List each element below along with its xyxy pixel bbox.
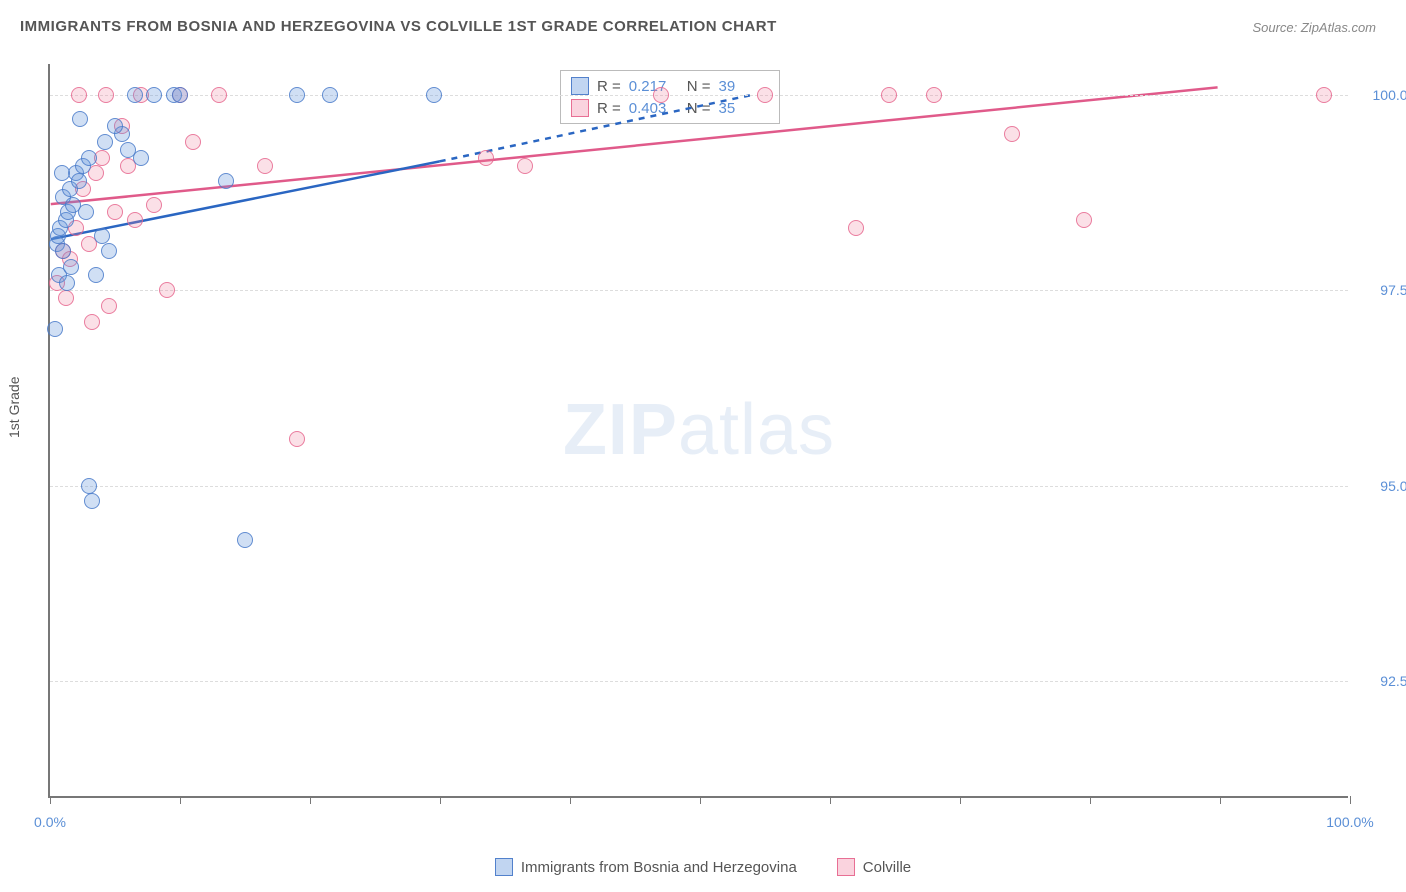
pink-point [517, 158, 533, 174]
pink-swatch-icon [571, 99, 589, 117]
blue-point [59, 275, 75, 291]
blue-point [426, 87, 442, 103]
x-tick [1350, 796, 1351, 804]
r-value: 0.403 [629, 100, 679, 117]
stat-box: R =0.217N =39R =0.403N =35 [560, 70, 780, 124]
blue-point [172, 87, 188, 103]
pink-point [58, 290, 74, 306]
blue-point [289, 87, 305, 103]
pink-point [478, 150, 494, 166]
blue-swatch-icon [495, 858, 513, 876]
blue-swatch-icon [571, 77, 589, 95]
blue-point [63, 259, 79, 275]
legend-item: Colville [837, 858, 911, 876]
blue-point [55, 243, 71, 259]
plot-area: ZIPatlas R =0.217N =39R =0.403N =35 92.5… [48, 64, 1348, 798]
gridline [50, 681, 1348, 682]
blue-point [81, 478, 97, 494]
n-label: N = [687, 100, 711, 117]
gridline [50, 290, 1348, 291]
gridline [50, 486, 1348, 487]
pink-point [848, 220, 864, 236]
blue-point [133, 150, 149, 166]
blue-point [101, 243, 117, 259]
blue-point [54, 165, 70, 181]
blue-point [146, 87, 162, 103]
pink-swatch-icon [837, 858, 855, 876]
x-tick [1090, 796, 1091, 804]
stat-row: R =0.403N =35 [571, 97, 769, 119]
gridline [50, 95, 1348, 96]
x-tick [440, 796, 441, 804]
y-tick-label: 97.5% [1360, 282, 1406, 298]
pink-point [257, 158, 273, 174]
pink-point [1316, 87, 1332, 103]
blue-point [88, 267, 104, 283]
x-tick [180, 796, 181, 804]
blue-point [72, 111, 88, 127]
pink-point [146, 197, 162, 213]
source-label: Source: ZipAtlas.com [1252, 20, 1376, 35]
watermark-atlas: atlas [678, 390, 835, 470]
blue-point [107, 118, 123, 134]
x-tick [1220, 796, 1221, 804]
blue-point [78, 204, 94, 220]
blue-point [84, 493, 100, 509]
y-tick-label: 92.5% [1360, 673, 1406, 689]
r-label: R = [597, 78, 621, 95]
pink-point [84, 314, 100, 330]
pink-point [289, 431, 305, 447]
pink-point [1076, 212, 1092, 228]
n-label: N = [687, 78, 711, 95]
x-tick-label: 0.0% [34, 814, 66, 830]
pink-point [211, 87, 227, 103]
blue-point [97, 134, 113, 150]
pink-point [926, 87, 942, 103]
blue-point [237, 532, 253, 548]
x-tick [830, 796, 831, 804]
blue-point [71, 173, 87, 189]
pink-point [71, 87, 87, 103]
blue-point [127, 87, 143, 103]
blue-point [94, 228, 110, 244]
x-tick [50, 796, 51, 804]
x-tick [310, 796, 311, 804]
y-tick-label: 95.0% [1360, 478, 1406, 494]
pink-point [757, 87, 773, 103]
pink-point [185, 134, 201, 150]
pink-point [98, 87, 114, 103]
pink-point [127, 212, 143, 228]
trend-lines [50, 64, 1348, 796]
pink-point [653, 87, 669, 103]
watermark-zip: ZIP [563, 390, 678, 470]
x-tick [700, 796, 701, 804]
legend-label: Colville [863, 859, 911, 876]
pink-point [1004, 126, 1020, 142]
x-tick-label: 100.0% [1326, 814, 1373, 830]
pink-point [881, 87, 897, 103]
x-tick [570, 796, 571, 804]
chart-title: IMMIGRANTS FROM BOSNIA AND HERZEGOVINA V… [20, 18, 777, 35]
y-tick-label: 100.0% [1360, 87, 1406, 103]
blue-point [81, 150, 97, 166]
stat-row: R =0.217N =39 [571, 75, 769, 97]
y-axis-title: 1st Grade [6, 377, 22, 438]
r-label: R = [597, 100, 621, 117]
pink-point [159, 282, 175, 298]
blue-point [218, 173, 234, 189]
x-tick [960, 796, 961, 804]
legend-item: Immigrants from Bosnia and Herzegovina [495, 858, 797, 876]
pink-point [107, 204, 123, 220]
bottom-legend: Immigrants from Bosnia and Herzegovina Co… [0, 858, 1406, 876]
blue-point [322, 87, 338, 103]
legend-label: Immigrants from Bosnia and Herzegovina [521, 859, 797, 876]
watermark: ZIPatlas [563, 389, 835, 471]
pink-point [101, 298, 117, 314]
blue-point [47, 321, 63, 337]
